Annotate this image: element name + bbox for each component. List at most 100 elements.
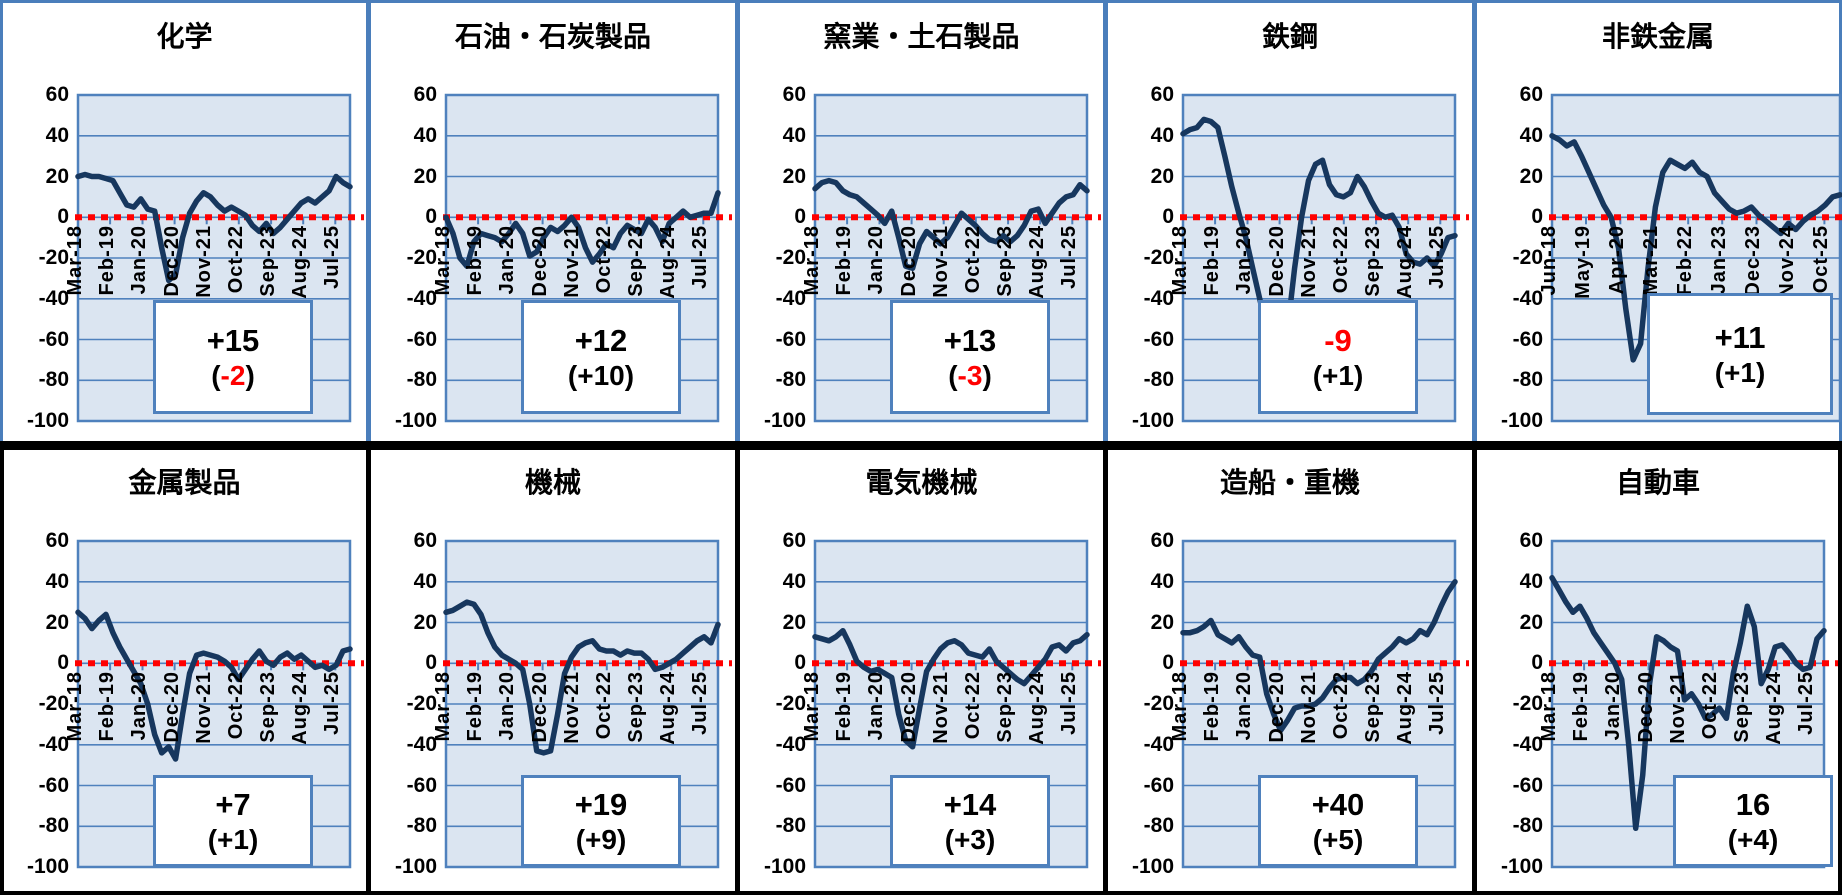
value-box: +12 (+10) [521, 300, 681, 414]
chart-panel-metal-products: 金属製品 Mar-18 Feb-19 Jan-20 Dec-20 Nov-21 Oct-2… [0, 446, 369, 895]
x-tick-label: Jan-20 [1602, 671, 1625, 741]
x-tick-label: Jan-20 [865, 225, 888, 295]
y-tick-label: 40 [1519, 569, 1543, 593]
paren-open: ( [1727, 823, 1738, 855]
plot-border [444, 539, 720, 869]
x-tick-label: Aug-24 [1026, 671, 1049, 746]
x-tick-label: Oct-22 [1698, 671, 1721, 740]
y-tick-label: 40 [1150, 569, 1174, 593]
x-tick-label: Sep-23 [1362, 225, 1385, 297]
y-tick-label: -20 [775, 692, 806, 715]
y-tick-label: 0 [425, 205, 437, 229]
x-tick-label: Jan-20 [1233, 225, 1256, 295]
y-tick-label: 20 [782, 610, 806, 634]
x-tick-label: Jul-25 [321, 671, 344, 736]
y-tick-label: -20 [1512, 246, 1543, 269]
x-tick-label: Aug-24 [1763, 671, 1786, 746]
y-tick-label: -40 [775, 286, 806, 310]
change-number: +1 [217, 823, 249, 855]
y-tick-label: 20 [1519, 164, 1543, 188]
y-tick-label: -100 [1500, 855, 1543, 878]
y-tick-label: 60 [413, 83, 437, 106]
x-tick-label: Feb-19 [833, 225, 856, 296]
plot-border [1181, 93, 1457, 423]
y-tick-label: -100 [763, 409, 806, 432]
x-tick-label: Oct-22 [961, 671, 984, 740]
x-tick-label: Sep-23 [1362, 671, 1385, 743]
y-tick-label: -40 [1512, 286, 1543, 310]
x-tick-label: Oct-22 [592, 671, 615, 740]
change-number: +5 [1322, 823, 1354, 855]
current-value: +11 [1714, 319, 1766, 355]
y-tick-label: 0 [1531, 651, 1543, 675]
x-tick-label: Feb-19 [1570, 671, 1593, 742]
change-value: (+9) [524, 823, 678, 857]
x-tick-label: Aug-24 [289, 671, 312, 746]
y-tick-label: -20 [1143, 692, 1174, 715]
x-tick-label: Oct-22 [224, 671, 247, 740]
chart-title: 石油・石炭製品 [454, 21, 651, 52]
x-tick-label: Nov-21 [1297, 671, 1320, 744]
plot-border [1181, 539, 1457, 869]
y-tick-label: -60 [775, 327, 806, 351]
plot-border [813, 93, 1089, 423]
chart-title: 窯業・土石製品 [823, 21, 1020, 52]
y-tick-label: 60 [1519, 83, 1543, 106]
y-tick-label: 40 [1519, 123, 1543, 147]
x-tick-label: Jul-25 [1426, 671, 1449, 736]
x-tick-label: Sep-23 [625, 225, 648, 297]
x-tick-label: Feb-22 [1674, 225, 1697, 296]
plot-border [1550, 93, 1842, 423]
y-tick-label: -100 [1500, 409, 1543, 432]
current-value: +19 [574, 786, 628, 822]
x-tick-label: Oct-25 [1810, 225, 1833, 294]
series-line [75, 609, 353, 762]
column-separator-line [1472, 441, 1477, 895]
y-tick-label: -20 [38, 246, 69, 269]
y-tick-label: 0 [794, 205, 806, 229]
y-tick-label: -100 [1131, 409, 1174, 432]
current-value: +40 [1311, 786, 1365, 822]
y-tick-label: -60 [1512, 327, 1543, 351]
y-tick-label: -80 [1512, 814, 1543, 838]
y-tick-label: -40 [38, 732, 69, 756]
y-tick-label: 0 [57, 651, 69, 675]
y-tick-label: -60 [38, 327, 69, 351]
y-tick-label: 60 [45, 83, 69, 106]
y-tick-label: -60 [1143, 327, 1174, 351]
y-tick-label: 60 [1150, 529, 1174, 552]
plot-border [76, 93, 352, 423]
paren-close: ) [624, 359, 635, 391]
x-tick-label: Jul-25 [1795, 671, 1818, 736]
y-tick-label: -60 [406, 327, 437, 351]
x-tick-label: Jan-20 [1233, 671, 1256, 741]
series-line [1549, 574, 1827, 832]
x-tick-label: Feb-19 [464, 225, 487, 296]
x-tick-label: Jan-23 [1708, 225, 1731, 295]
chart-panel-ceramics-stone-clay: 窯業・土石製品 Mar-18 Feb-19 Jan-20 Dec-20 Nov-21 Oc… [737, 0, 1106, 446]
x-tick-label: Nov-21 [929, 671, 952, 744]
x-tick-label: Feb-19 [1201, 671, 1224, 742]
x-tick-label: Feb-19 [96, 225, 119, 296]
paren-open: ( [207, 823, 218, 855]
chart-panel-electrical-machinery: 電気機械 Mar-18 Feb-19 Jan-20 Dec-20 Nov-21 Oct-2… [737, 446, 1106, 895]
y-tick-label: 0 [425, 651, 437, 675]
change-value: (+5) [1261, 823, 1415, 857]
x-tick-label: Aug-24 [657, 671, 680, 746]
y-tick-label: 40 [782, 569, 806, 593]
x-tick-label: Oct-22 [1329, 225, 1352, 294]
column-separator-line [735, 441, 740, 895]
x-tick-label: Nov-21 [192, 671, 215, 744]
y-tick-label: 20 [782, 164, 806, 188]
paren-close: ) [248, 823, 259, 855]
y-tick-label: -40 [1143, 732, 1174, 756]
y-tick-label: 20 [45, 610, 69, 634]
plot-border [444, 93, 720, 423]
value-box: +7 (+1) [153, 775, 313, 867]
x-tick-label: Jul-25 [1058, 671, 1081, 736]
x-tick-label: Sep-23 [1731, 671, 1754, 743]
x-tick-label: Jul-25 [1058, 225, 1081, 290]
y-tick-label: 40 [1150, 123, 1174, 147]
chart-panel-shipbuilding-heavy-machinery: 造船・重機 Mar-18 Feb-19 Jan-20 Dec-20 Nov-21 Oct-… [1105, 446, 1475, 895]
y-tick-label: -100 [394, 409, 437, 432]
